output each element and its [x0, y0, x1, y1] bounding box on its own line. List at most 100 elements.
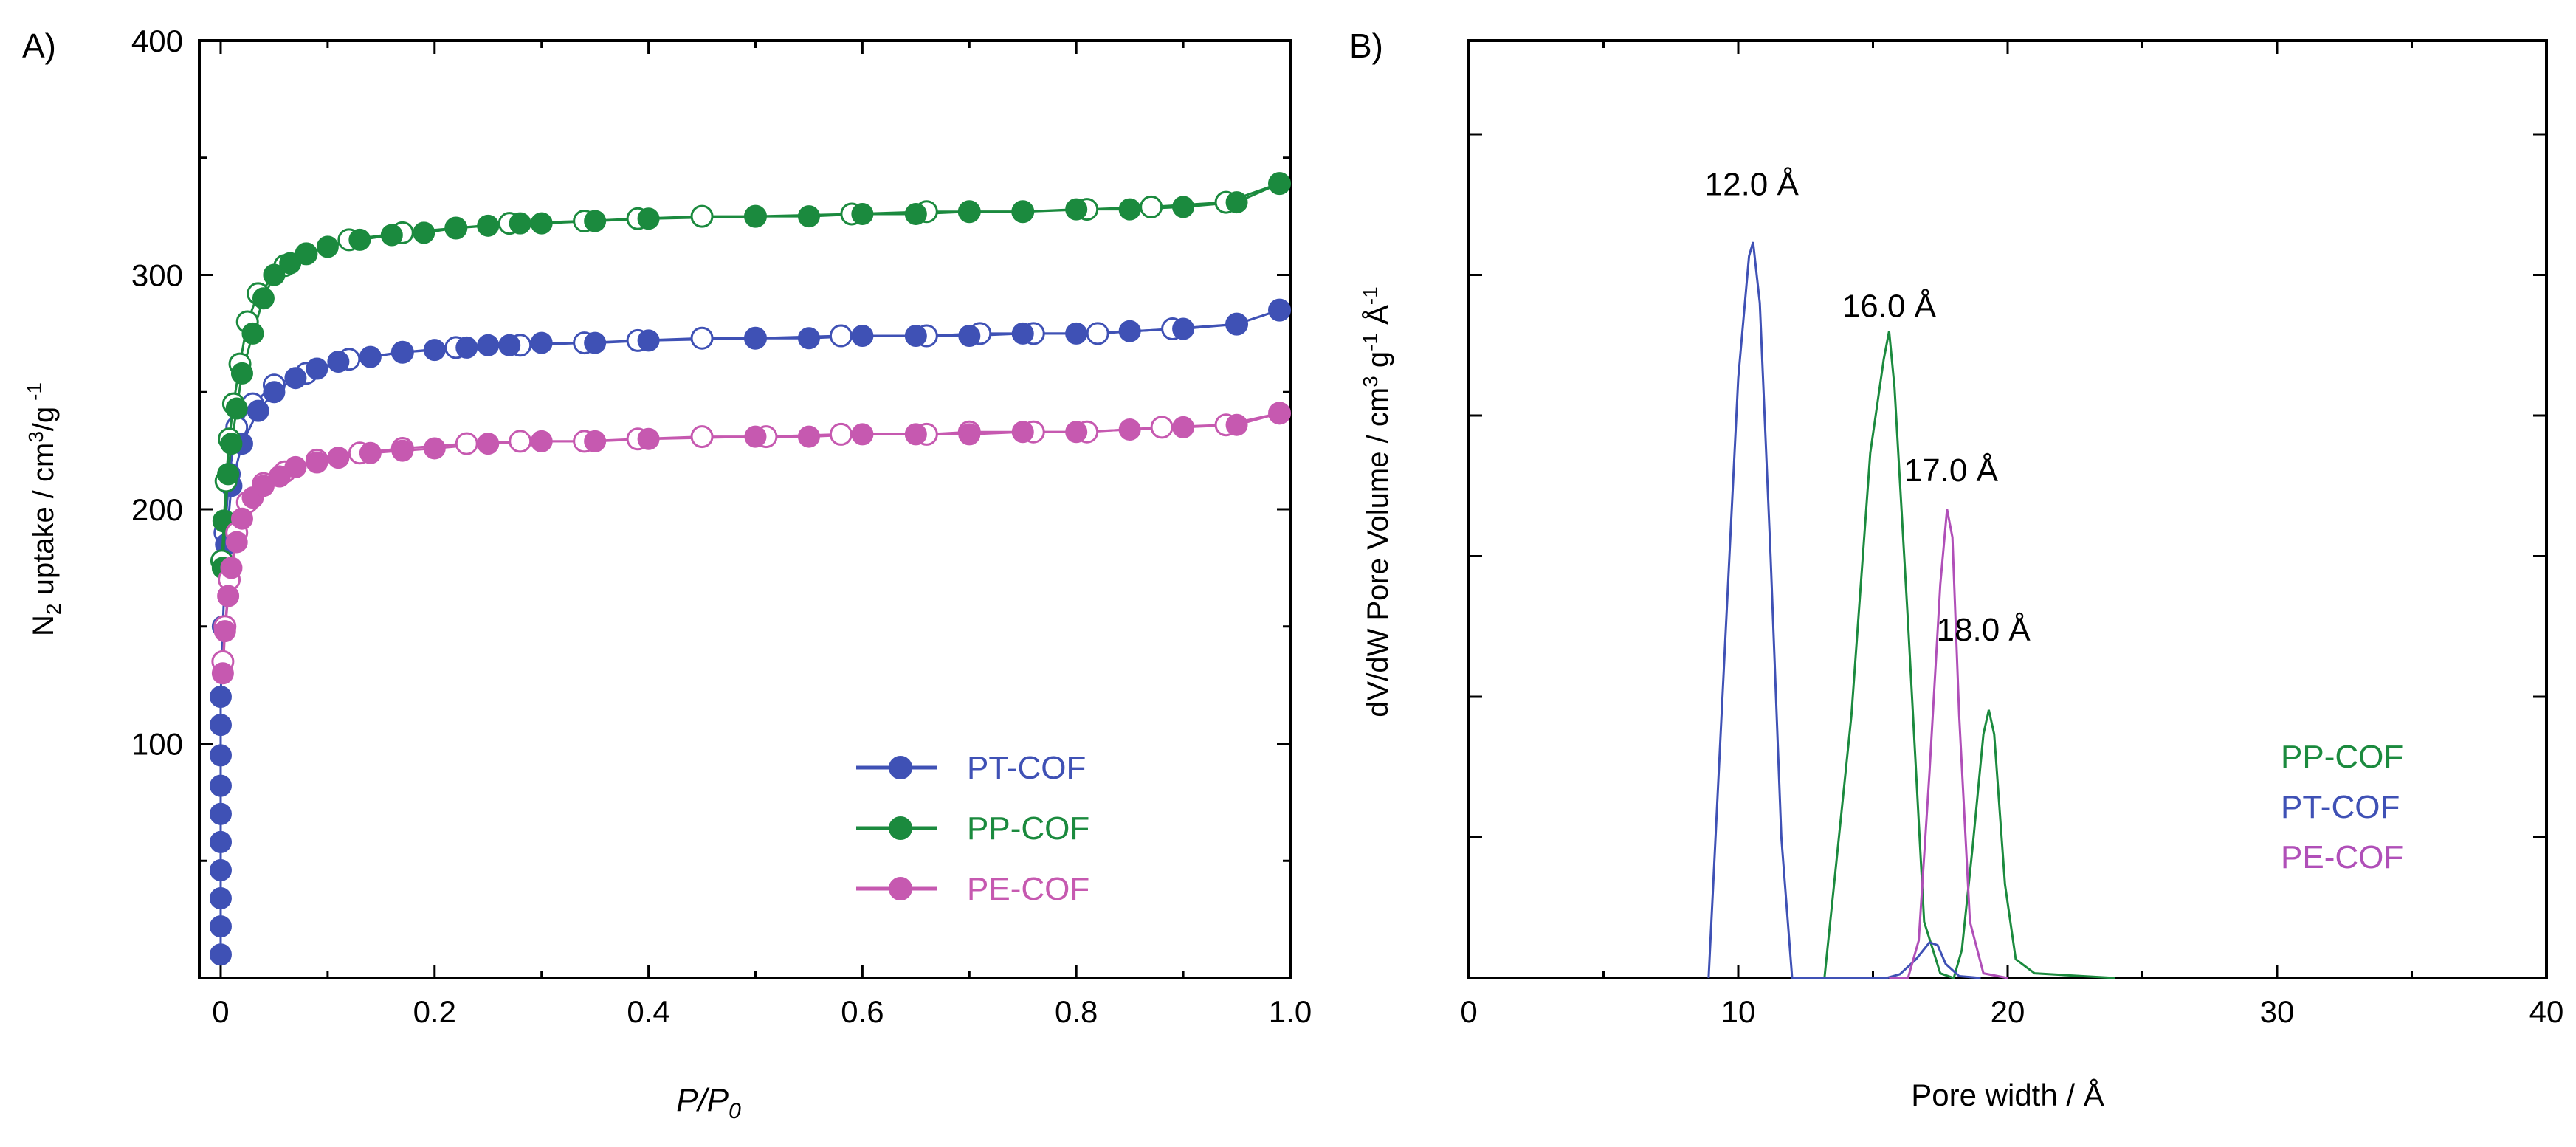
pp-cof-adsorption-point: [1118, 198, 1141, 221]
pt-cof-adsorption-point: [284, 367, 307, 390]
pt-cof-adsorption-point: [327, 350, 350, 373]
panel-b-x-tick-labels: 0 10 20 30 40: [1460, 994, 2563, 1029]
peak-label: 17.0 Å: [1904, 452, 1999, 489]
pt-cof-adsorption-point: [1172, 317, 1195, 340]
pt-cof-adsorption-point: [209, 774, 232, 797]
legend-pe-cof-label: PE-COF: [2281, 839, 2403, 875]
pt-cof-adsorption-point: [637, 329, 660, 352]
y-tick-label: 400: [131, 24, 183, 58]
pe-cof-adsorption-point: [744, 425, 767, 448]
x-tick-label: 40: [2529, 994, 2564, 1029]
pe-cof-adsorption-point: [1268, 402, 1291, 424]
pt-cof-adsorption-point: [1225, 313, 1248, 336]
pt-cof-distribution-line: [1707, 241, 1981, 979]
panel-b-pore-distribution: B) 0 10 20 30 40 12.0 Å 16.0 Å 17.0 Å 18.0 Å Po…: [1349, 27, 2563, 1112]
pt-cof-adsorption-point: [797, 327, 820, 350]
pe-cof-adsorption-point: [584, 430, 607, 452]
pt-cof-adsorption-point: [1065, 322, 1088, 345]
y-tick-label: 300: [131, 258, 183, 293]
pt-cof-adsorption-point: [530, 331, 553, 354]
pe-cof-adsorption-point: [213, 620, 236, 643]
pt-cof-adsorption-point: [1268, 299, 1291, 322]
pt-cof-desorption-point: [690, 326, 714, 350]
x-tick-label: 20: [1991, 994, 2025, 1029]
pp-cof-adsorption-point: [217, 463, 240, 486]
pp-cof-adsorption-point: [509, 212, 531, 235]
pp-cof-adsorption-point: [263, 264, 286, 286]
pe-cof-adsorption-point: [217, 585, 240, 607]
pe-cof-adsorption-point: [327, 447, 350, 469]
x-tick-label: 30: [2260, 994, 2295, 1029]
x-tick-label: 0: [1460, 994, 1477, 1029]
pp-cof-series: [210, 172, 1292, 579]
pt-cof-adsorption-point: [1118, 320, 1141, 342]
pp-cof-adsorption-point: [1172, 196, 1195, 218]
pt-cof-adsorption-point: [209, 887, 232, 910]
panel-b-legend: PP-COF PT-COF PE-COF: [2281, 739, 2403, 875]
pe-cof-desorption-point: [509, 430, 532, 453]
pt-cof-adsorption-point: [584, 331, 607, 354]
legend-pt-cof-label: PT-COF: [2281, 789, 2400, 825]
pe-cof-adsorption-point: [423, 437, 446, 460]
peak-label: 18.0 Å: [1937, 612, 2031, 648]
legend-pp-cof-label: PP-COF: [2281, 739, 2403, 775]
panel-b-label: B): [1349, 27, 1383, 65]
pe-cof-adsorption-point: [220, 557, 243, 579]
pe-cof-adsorption-point: [230, 507, 253, 530]
pe-cof-adsorption-point: [637, 427, 660, 450]
pt-cof-adsorption-point: [306, 357, 328, 380]
pe-cof-adsorption-point: [851, 423, 874, 446]
pe-cof-adsorption-point: [391, 439, 414, 462]
pp-cof-adsorption-point: [797, 205, 820, 228]
pp-cof-adsorption-point: [477, 214, 500, 237]
pp-cof-adsorption-point: [316, 235, 339, 258]
panel-b-plot-frame: [1467, 39, 2548, 979]
pe-cof-series: [211, 402, 1292, 685]
pp-cof-adsorption-point: [225, 397, 248, 420]
pt-cof-adsorption-point: [359, 345, 382, 368]
pe-cof-desorption-point: [1150, 416, 1174, 439]
pe-cof-adsorption-point: [1065, 421, 1088, 444]
pe-cof-adsorption-point: [359, 441, 382, 464]
panel-a-y-axis-label: N2 uptake / cm3/g -1: [23, 382, 65, 636]
x-tick-label: 10: [1721, 994, 1756, 1029]
x-tick-label: 0.8: [1055, 994, 1098, 1029]
pp-cof-adsorption-point: [444, 217, 467, 239]
pp-cof-adsorption-point: [958, 200, 981, 223]
pt-cof-adsorption-point: [851, 325, 874, 348]
pt-cof-adsorption-point: [391, 341, 414, 364]
pt-cof-adsorption-point: [209, 915, 232, 938]
pp-cof-adsorption-point: [413, 221, 435, 244]
x-tick-label: 0.4: [627, 994, 669, 1029]
pt-cof-adsorption-point: [209, 686, 232, 708]
pp-cof-adsorption-point: [1225, 191, 1248, 214]
pe-cof-adsorption-point: [1172, 416, 1195, 438]
panel-b-y-axis-label: dV/dW Pore Volume / cm3 g-1 Å-1: [1359, 286, 1394, 717]
panel-a-x-axis-label: P/P0: [676, 1082, 741, 1123]
pt-cof-adsorption-line: [219, 309, 1280, 955]
pt-cof-adsorption-point: [423, 339, 446, 362]
pp-cof-adsorption-point: [1065, 198, 1088, 221]
pp-cof-distribution-line: [1823, 331, 2116, 979]
pt-cof-adsorption-point: [744, 327, 767, 350]
pe-cof-adsorption-point: [904, 423, 927, 446]
pp-cof-desorption-line: [220, 182, 1281, 561]
pp-cof-adsorption-point: [584, 210, 607, 232]
pe-cof-adsorption-point: [284, 455, 307, 478]
x-tick-label: 0.2: [413, 994, 456, 1029]
pt-cof-adsorption-point: [263, 381, 286, 404]
pp-cof-adsorption-point: [530, 212, 553, 235]
legend-pe-cof-label: PE-COF: [967, 871, 1089, 907]
peak-label: 16.0 Å: [1842, 289, 1937, 325]
pt-cof-adsorption-point: [455, 336, 478, 359]
legend-pt-cof-label: PT-COF: [967, 750, 1086, 786]
pt-cof-desorption-point: [829, 324, 853, 348]
panel-a-x-tick-labels: 0 0.2 0.4 0.6 0.8 1.0: [212, 994, 1312, 1029]
pp-cof-adsorption-point: [295, 242, 317, 265]
y-tick-label: 100: [131, 727, 183, 762]
panel-b-x-axis-label: Pore width / Å: [1911, 1078, 2104, 1112]
panel-a-label: A): [22, 27, 56, 65]
pe-cof-adsorption-point: [1118, 418, 1141, 441]
pp-cof-adsorption-point: [851, 202, 874, 225]
